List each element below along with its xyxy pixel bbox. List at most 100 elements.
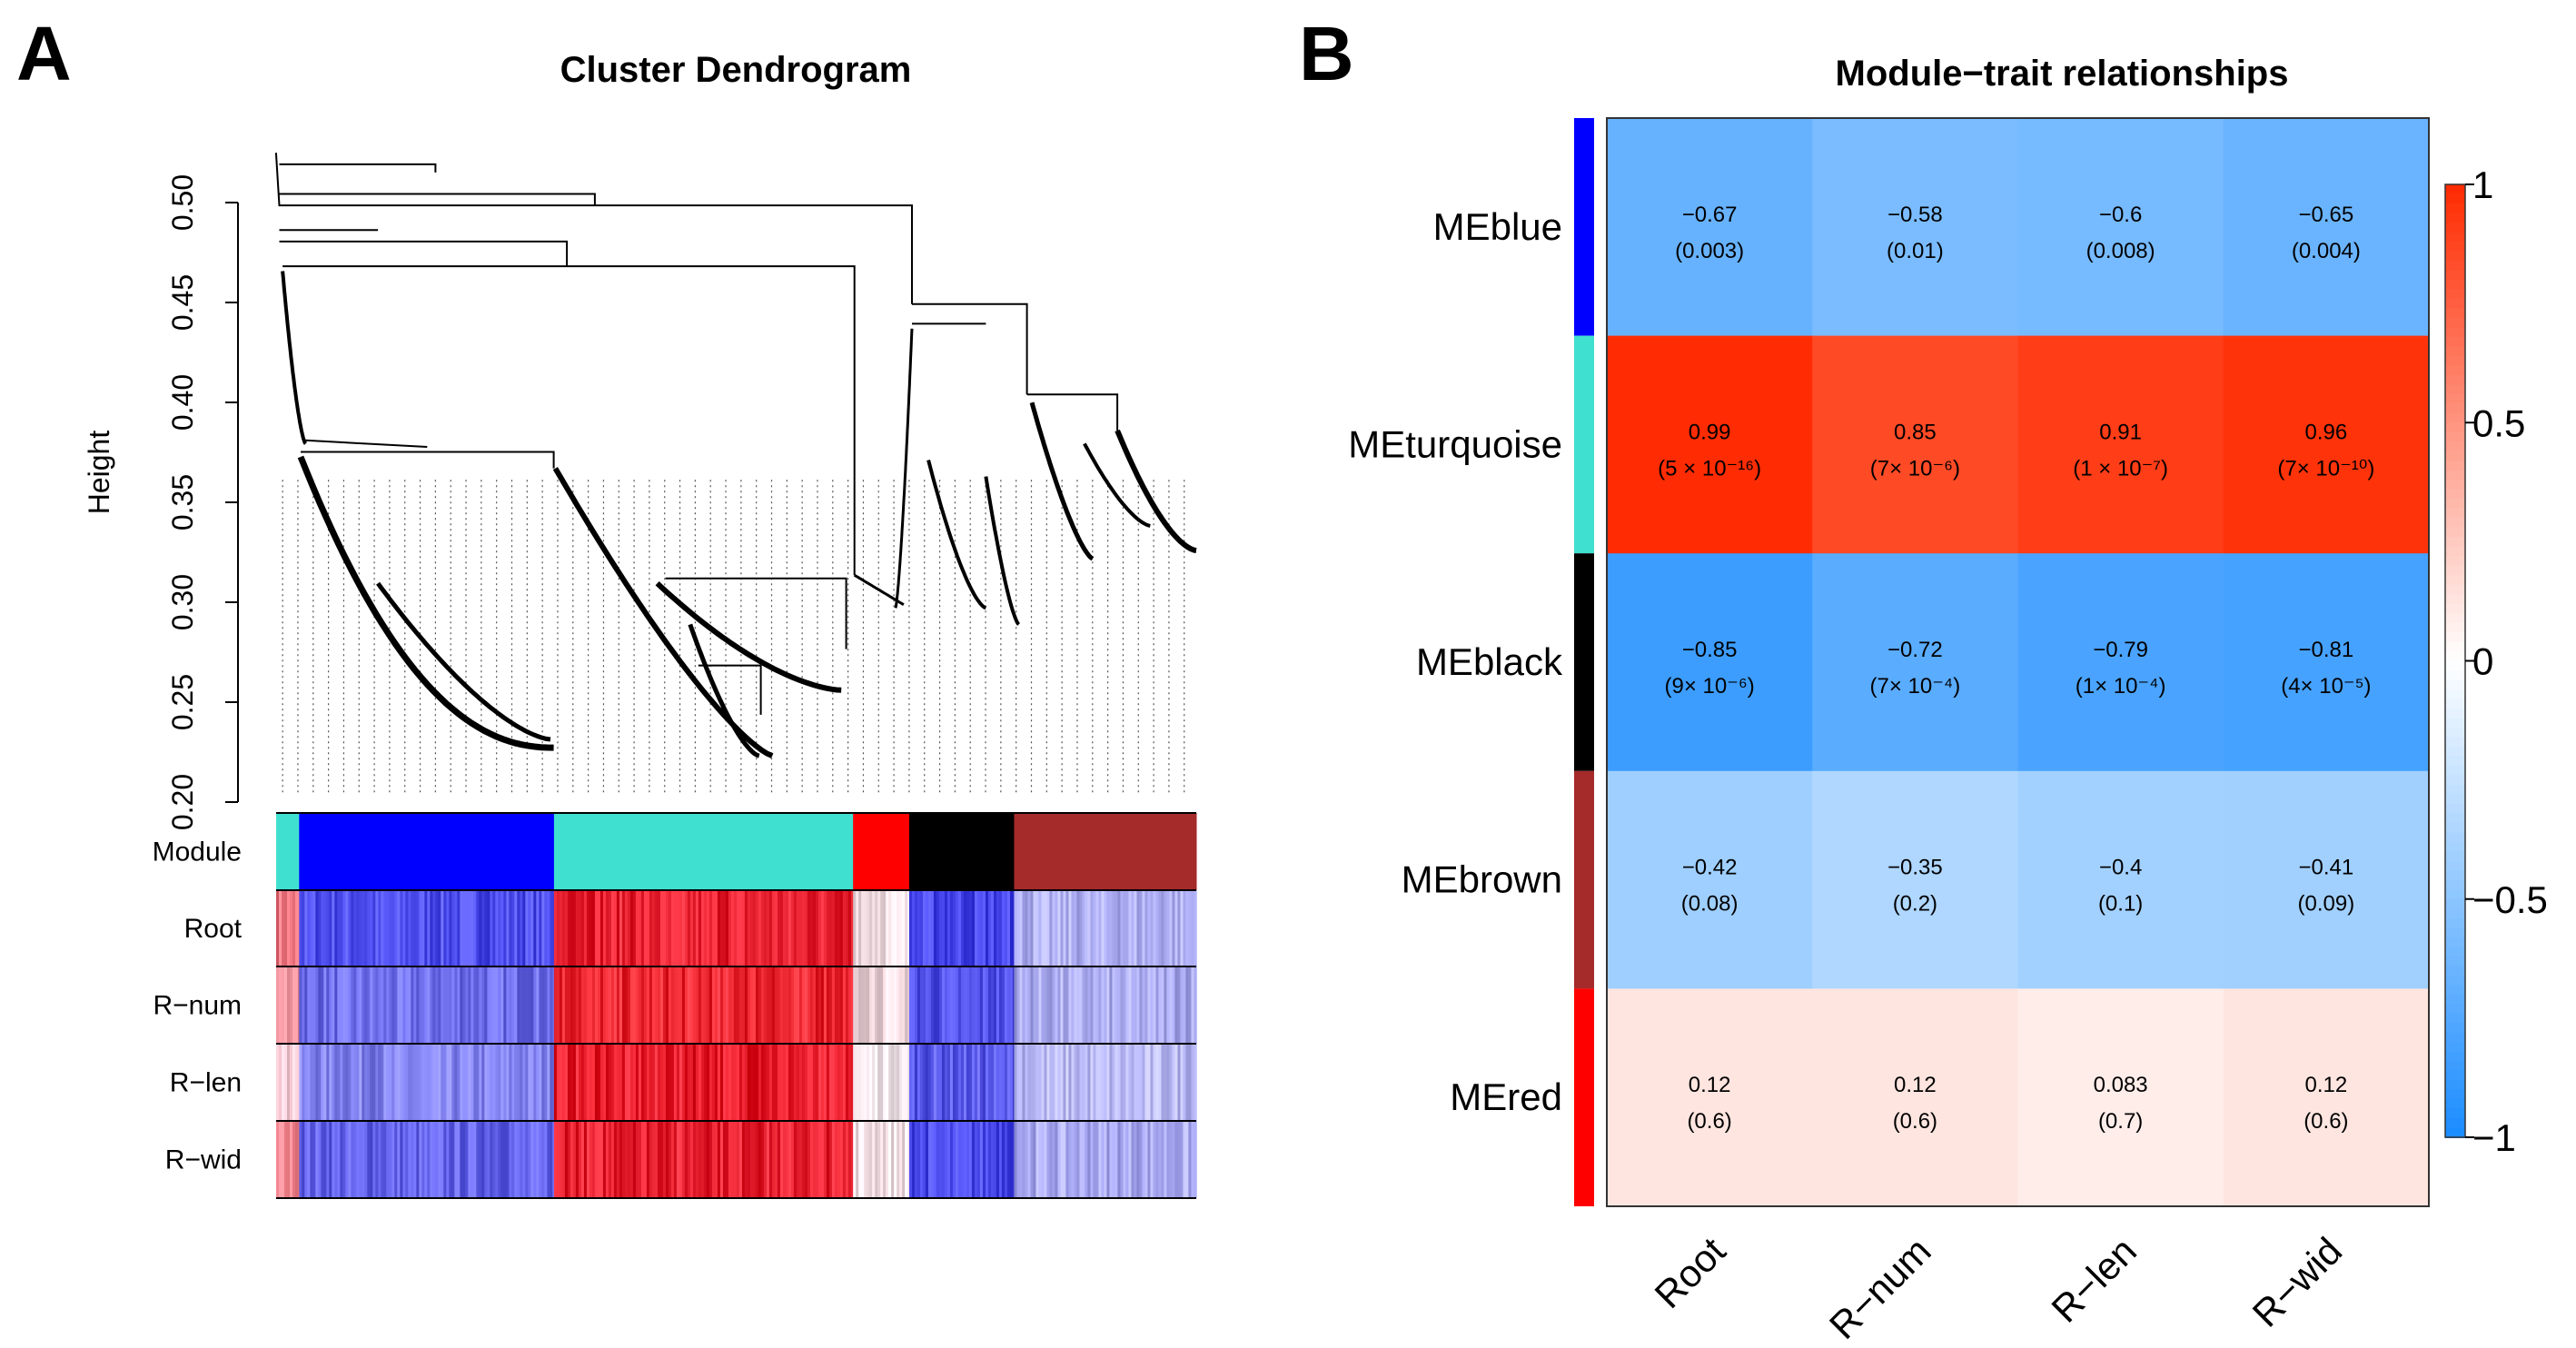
- trait-stripe: [332, 1044, 335, 1121]
- trait-stripe: [1153, 1121, 1156, 1198]
- trait-stripe: [936, 966, 940, 1044]
- heatmap-cell: [2017, 553, 2224, 772]
- trait-stripe: [649, 1044, 653, 1121]
- color-scale-step: [2445, 784, 2465, 796]
- trait-stripe: [960, 1044, 965, 1121]
- trait-stripe: [960, 966, 965, 1044]
- trait-stripe: [944, 890, 948, 966]
- trait-stripe: [768, 890, 773, 966]
- trait-stripe: [1183, 1044, 1186, 1121]
- cell-pvalue: (0.08): [1681, 892, 1739, 917]
- trait-stripe: [498, 890, 501, 966]
- trait-stripe: [888, 966, 892, 1044]
- trait-stripe: [847, 1121, 852, 1198]
- trait-stripe: [638, 1044, 642, 1121]
- trait-stripe: [1161, 1044, 1164, 1121]
- trait-stripe: [949, 1044, 954, 1121]
- dendrogram-branch: [297, 455, 554, 751]
- trait-stripe: [700, 1121, 705, 1198]
- trait-stripe: [1090, 966, 1094, 1044]
- color-scale-step: [2445, 412, 2465, 424]
- trait-stripe: [777, 966, 781, 1044]
- dendrogram-branch: [281, 271, 307, 445]
- dendrogram-branch: [279, 163, 437, 173]
- trait-stripe: [820, 1044, 825, 1121]
- trait-stripe: [869, 890, 873, 966]
- trait-stripe: [869, 1121, 873, 1198]
- trait-stripe: [575, 1121, 580, 1198]
- row-color-MEblue: [1574, 118, 1594, 336]
- trait-stripe: [1131, 890, 1134, 966]
- trait-stripe: [1169, 1044, 1173, 1121]
- trait-stripe: [572, 1044, 577, 1121]
- trait-stripe: [299, 890, 302, 966]
- trait-stripe: [1155, 966, 1159, 1044]
- trait-stripe: [292, 890, 296, 966]
- trait-stripe: [1172, 966, 1175, 1044]
- trait-stripe: [1055, 890, 1058, 966]
- trait-stripe: [1074, 1044, 1077, 1121]
- trait-stripe: [302, 1044, 305, 1121]
- trait-stripe: [831, 890, 836, 966]
- trait-stripe: [290, 966, 293, 1044]
- trait-stripe: [468, 966, 471, 1044]
- trait-stripe: [919, 1121, 924, 1198]
- trait-stripe: [539, 1044, 542, 1121]
- trait-stripe: [1022, 1044, 1025, 1121]
- trait-stripe: [284, 1044, 288, 1121]
- trait-stripe: [812, 966, 817, 1044]
- trait-stripe: [340, 1044, 343, 1121]
- trait-stripe: [351, 1044, 354, 1121]
- trait-stripe: [602, 890, 607, 966]
- trait-stripe: [1109, 966, 1113, 1044]
- trait-stripe: [777, 890, 781, 966]
- trait-stripe: [1035, 1044, 1039, 1121]
- trait-stripe: [567, 1044, 571, 1121]
- color-bar-label: R−len: [170, 1068, 242, 1098]
- trait-stripe: [864, 966, 867, 1044]
- trait-stripe: [834, 890, 838, 966]
- trait-stripe: [785, 890, 789, 966]
- trait-stripe: [416, 1121, 420, 1198]
- trait-stripe: [528, 1044, 531, 1121]
- cell-correlation: −0.72: [1887, 638, 1943, 662]
- trait-stripe: [1030, 890, 1034, 966]
- trait-stripe: [1161, 890, 1164, 966]
- trait-stripe: [359, 966, 362, 1044]
- color-scale-step: [2445, 1070, 2465, 1082]
- trait-stripe: [570, 890, 574, 966]
- trait-stripe: [933, 890, 937, 966]
- trait-stripe: [1120, 966, 1124, 1044]
- trait-stripe: [1153, 966, 1156, 1044]
- trait-stripe: [785, 1121, 789, 1198]
- trait-stripe: [619, 1121, 623, 1198]
- trait-stripe: [621, 966, 626, 1044]
- trait-stripe: [1128, 966, 1132, 1044]
- color-scale-step: [2445, 527, 2465, 539]
- trait-stripe: [323, 1044, 327, 1121]
- trait-stripe: [938, 1044, 943, 1121]
- trait-stripe: [378, 1044, 381, 1121]
- trait-stripe: [820, 890, 825, 966]
- trait-stripe: [334, 1044, 338, 1121]
- trait-stripe: [583, 1121, 588, 1198]
- trait-stripe: [500, 1044, 504, 1121]
- trait-stripe: [362, 1121, 365, 1198]
- trait-stripe: [441, 1121, 444, 1198]
- trait-stripe: [503, 966, 507, 1044]
- trait-stripe: [684, 1121, 689, 1198]
- trait-stripe: [1057, 1121, 1061, 1198]
- trait-stripe: [402, 890, 406, 966]
- trait-stripe: [856, 966, 859, 1044]
- heatmap-cell: [2017, 770, 2224, 989]
- trait-stripe: [815, 966, 819, 1044]
- trait-stripe: [1093, 890, 1096, 966]
- color-scale-step: [2445, 898, 2465, 910]
- trait-stripe: [1019, 1044, 1023, 1121]
- trait-stripe: [831, 1044, 836, 1121]
- trait-stripe: [968, 1044, 973, 1121]
- trait-stripe: [1044, 1044, 1047, 1121]
- trait-stripe: [1068, 1044, 1072, 1121]
- trait-stripe: [460, 966, 463, 1044]
- trait-stripe: [736, 966, 740, 1044]
